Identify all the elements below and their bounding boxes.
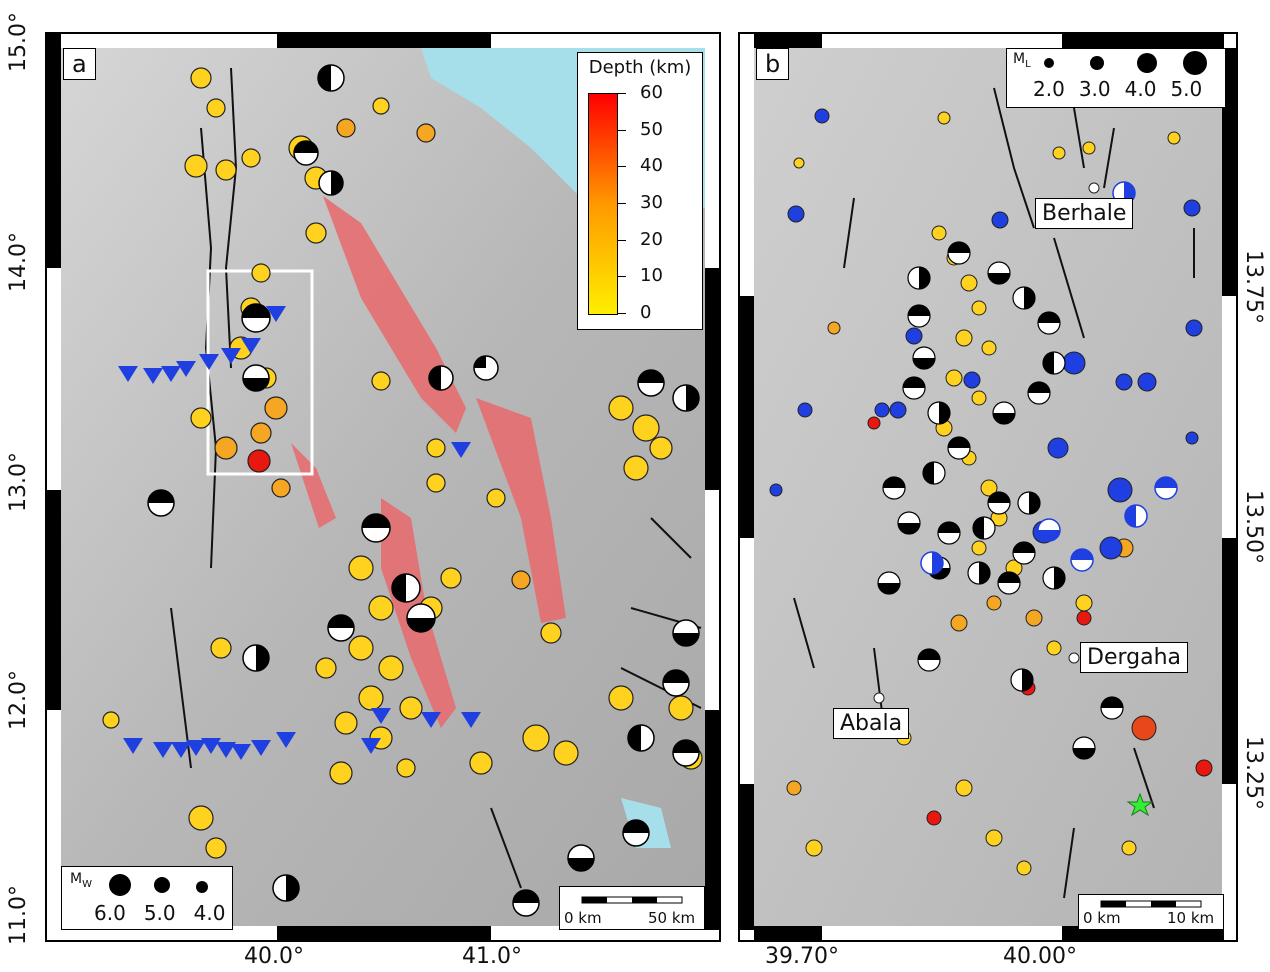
depth-tick-mark <box>618 203 626 204</box>
depth-tick-mark <box>618 129 626 131</box>
frame-stripe <box>277 34 491 48</box>
mw-legend-values: 6.0 5.0 4.0 <box>94 901 225 925</box>
frame-stripe <box>1222 538 1236 784</box>
seismic-stations-a <box>118 306 481 760</box>
depth-colorbar <box>588 93 618 315</box>
scale-bar-graphic <box>1100 900 1202 908</box>
depth-tick-mark <box>618 93 626 94</box>
legend-value: 3.0 <box>1078 77 1111 101</box>
lat-tick-b: 13.25° <box>1241 736 1266 810</box>
fault-lines <box>793 87 1195 899</box>
frame-stripe <box>277 926 491 940</box>
scale-bar-a: 0 km 50 km <box>559 886 705 930</box>
scale-bar-graphic <box>581 896 683 904</box>
legend-value: 5.0 <box>143 901 176 925</box>
legend-value: 6.0 <box>94 901 126 925</box>
lat-tick-a: 14.0° <box>6 232 31 292</box>
frame-stripe <box>754 34 822 48</box>
depth-legend-title: Depth (km) <box>588 57 692 78</box>
focal-mechanisms-a <box>147 64 700 917</box>
depth-tick-label: 40 <box>640 155 663 177</box>
lat-tick-a: 15.0° <box>6 12 31 72</box>
mw-legend-symbols <box>109 874 208 896</box>
depth-tick-label: 10 <box>640 265 663 287</box>
star-icon <box>1126 792 1154 817</box>
ml-legend: ML 2.0 3.0 4.0 5.0 <box>1006 48 1226 108</box>
panel-label-a: a <box>63 48 96 80</box>
lon-tick-b: 39.70° <box>765 944 839 969</box>
lon-tick-b: 40.00° <box>1003 944 1077 969</box>
mw-legend: MW 6.0 5.0 4.0 <box>61 866 233 930</box>
scale-bar-start: 0 km <box>1083 909 1121 927</box>
depth-tick-label: 50 <box>640 118 663 140</box>
depth-tick-label: 20 <box>640 228 663 250</box>
mw-legend-title: MW <box>70 871 92 890</box>
frame-stripe <box>740 784 754 930</box>
town-label-berhale: Berhale <box>1035 198 1134 229</box>
depth-tick-label: 60 <box>640 82 663 103</box>
frame-stripe <box>740 296 754 538</box>
ml-legend-title: ML <box>1013 51 1031 70</box>
lon-tick-a: 40.0° <box>244 944 304 969</box>
relief-map-b <box>754 48 1222 926</box>
depth-tick-label: 30 <box>640 192 663 213</box>
legend-value: 2.0 <box>1033 77 1065 101</box>
rift-segment <box>291 443 336 528</box>
frame-stripe <box>705 268 719 490</box>
rift-segment <box>476 398 566 623</box>
panel-label-b: b <box>756 48 790 80</box>
scale-bar-end: 50 km <box>648 909 696 927</box>
town-label-dergaha: Dergaha <box>1080 642 1189 673</box>
scale-bar-start: 0 km <box>564 909 602 927</box>
depth-tick-mark <box>618 276 626 278</box>
ml-legend-symbols <box>1044 51 1207 75</box>
lat-tick-b: 13.50° <box>1241 490 1266 564</box>
lat-tick-a: 11.0° <box>6 885 31 945</box>
ml-legend-values: 2.0 3.0 4.0 5.0 <box>1033 77 1202 101</box>
depth-tick-mark <box>618 239 626 241</box>
depth-tick-label: 0 <box>640 302 652 323</box>
lat-tick-a: 13.0° <box>6 452 31 512</box>
depth-tick-mark <box>618 166 626 168</box>
scale-bar-end: 10 km <box>1167 909 1215 927</box>
frame-stripe <box>754 926 822 940</box>
frame-stripe <box>1222 48 1236 296</box>
scale-bar-b: 0 km 10 km <box>1078 894 1224 930</box>
lat-tick-b: 13.75° <box>1241 250 1266 324</box>
lat-tick-a: 12.0° <box>6 670 31 730</box>
events-blue-b <box>769 108 1203 560</box>
frame-stripe <box>47 490 61 710</box>
map-panel-a: a Depth (km) 60 50 40 30 20 10 0 MW 6.0 5.0 4.0 … <box>45 32 721 942</box>
map-panel-b: b ML 2.0 3.0 4.0 5.0 Berhale Dergaha Abala … <box>738 32 1238 942</box>
map-canvas-b <box>754 48 1222 926</box>
lon-tick-a: 41.0° <box>462 944 522 969</box>
focal-mechanisms-b <box>877 181 1178 760</box>
legend-value: 4.0 <box>1124 77 1157 101</box>
depth-legend: Depth (km) 60 50 40 30 20 10 0 <box>577 52 703 330</box>
legend-value: 5.0 <box>1170 77 1203 101</box>
town-label-abala: Abala <box>833 708 910 739</box>
frame-stripe <box>1062 34 1224 48</box>
frame-stripe <box>47 34 61 268</box>
frame-stripe <box>705 710 719 930</box>
legend-value: 4.0 <box>193 901 226 925</box>
depth-tick-mark <box>618 313 626 314</box>
